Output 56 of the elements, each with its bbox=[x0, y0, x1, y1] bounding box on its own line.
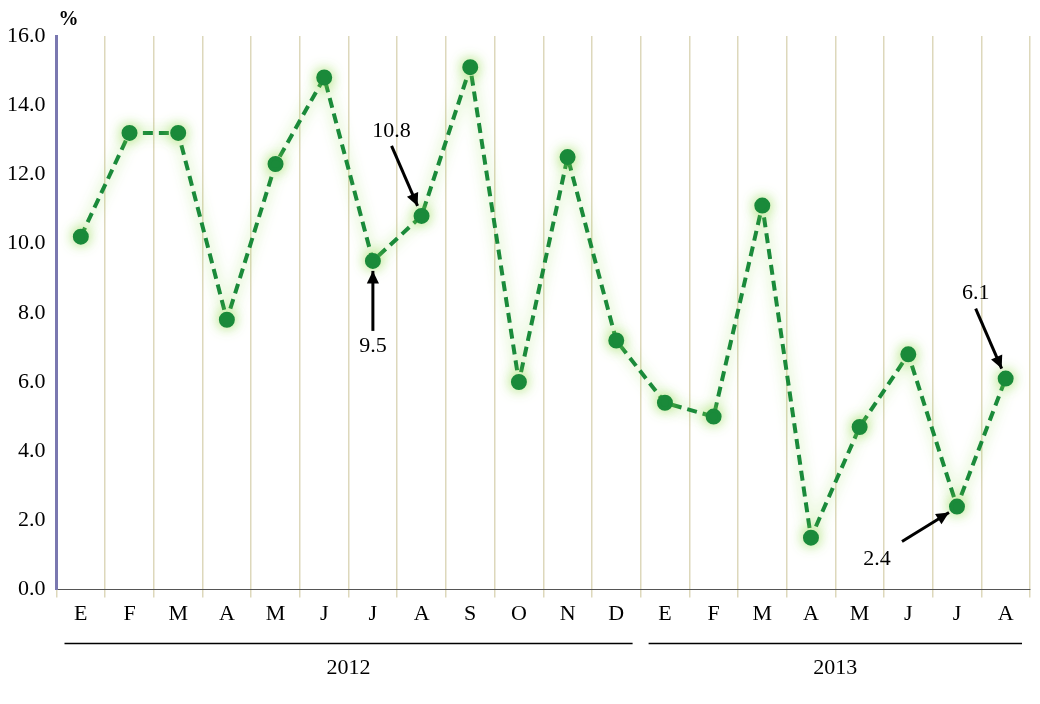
text: 2013 bbox=[813, 654, 858, 680]
x-tick-label: J bbox=[368, 599, 378, 625]
y-tick-label: 6.0 bbox=[18, 367, 46, 393]
x-tick-label: S bbox=[464, 599, 477, 625]
x-tick-label: F bbox=[707, 599, 720, 625]
point bbox=[851, 418, 868, 435]
point bbox=[316, 69, 333, 86]
point bbox=[754, 197, 771, 214]
point bbox=[608, 332, 625, 349]
y-tick-label: 8.0 bbox=[18, 298, 46, 324]
point bbox=[802, 529, 819, 546]
x-tick-label: A bbox=[997, 599, 1014, 625]
x-tick-label: J bbox=[952, 599, 962, 625]
point bbox=[510, 374, 527, 390]
x-tick-label: M bbox=[752, 599, 773, 625]
point bbox=[948, 498, 965, 515]
data-label: 9.5 bbox=[359, 331, 387, 357]
data-label: 6.1 bbox=[961, 279, 990, 305]
x-tick-label: A bbox=[803, 599, 820, 625]
point bbox=[364, 252, 381, 269]
y-tick-label: 14.0 bbox=[7, 90, 46, 116]
y-axis-title: % bbox=[58, 7, 79, 30]
x-tick-label: J bbox=[319, 599, 329, 625]
point bbox=[462, 59, 479, 76]
x-tick-label: M bbox=[265, 599, 286, 625]
y-tick-label: 4.0 bbox=[18, 436, 46, 462]
point bbox=[705, 408, 722, 425]
data-label: 2.4 bbox=[863, 545, 891, 571]
x-tick-label: E bbox=[74, 599, 88, 625]
text: 2012 bbox=[326, 654, 371, 680]
x-tick-label: A bbox=[413, 599, 430, 625]
point bbox=[900, 346, 917, 363]
point bbox=[218, 311, 235, 328]
x-tick-label: F bbox=[123, 599, 136, 625]
y-tick-label: 10.0 bbox=[7, 229, 46, 255]
y-tick-label: 2.0 bbox=[18, 506, 46, 532]
y-tick-label: 16.0 bbox=[7, 21, 46, 47]
x-tick-label: D bbox=[608, 599, 625, 625]
point bbox=[267, 156, 284, 173]
x-tick-label: M bbox=[168, 599, 188, 625]
x-tick-label: A bbox=[218, 599, 235, 625]
point bbox=[121, 124, 138, 141]
point bbox=[656, 394, 673, 411]
point bbox=[170, 124, 187, 141]
x-tick-label: O bbox=[510, 599, 527, 625]
x-tick-label: M bbox=[849, 599, 870, 625]
x-tick-label: E bbox=[658, 599, 672, 625]
point bbox=[559, 149, 576, 166]
data-label: 10.8 bbox=[372, 116, 411, 142]
x-tick-label: J bbox=[904, 599, 914, 625]
point bbox=[997, 370, 1014, 387]
point bbox=[413, 207, 430, 224]
x-tick-label: N bbox=[559, 599, 576, 625]
y-tick-label: 12.0 bbox=[7, 160, 46, 186]
y-tick-label: 0.0 bbox=[18, 575, 46, 601]
point bbox=[72, 228, 89, 245]
